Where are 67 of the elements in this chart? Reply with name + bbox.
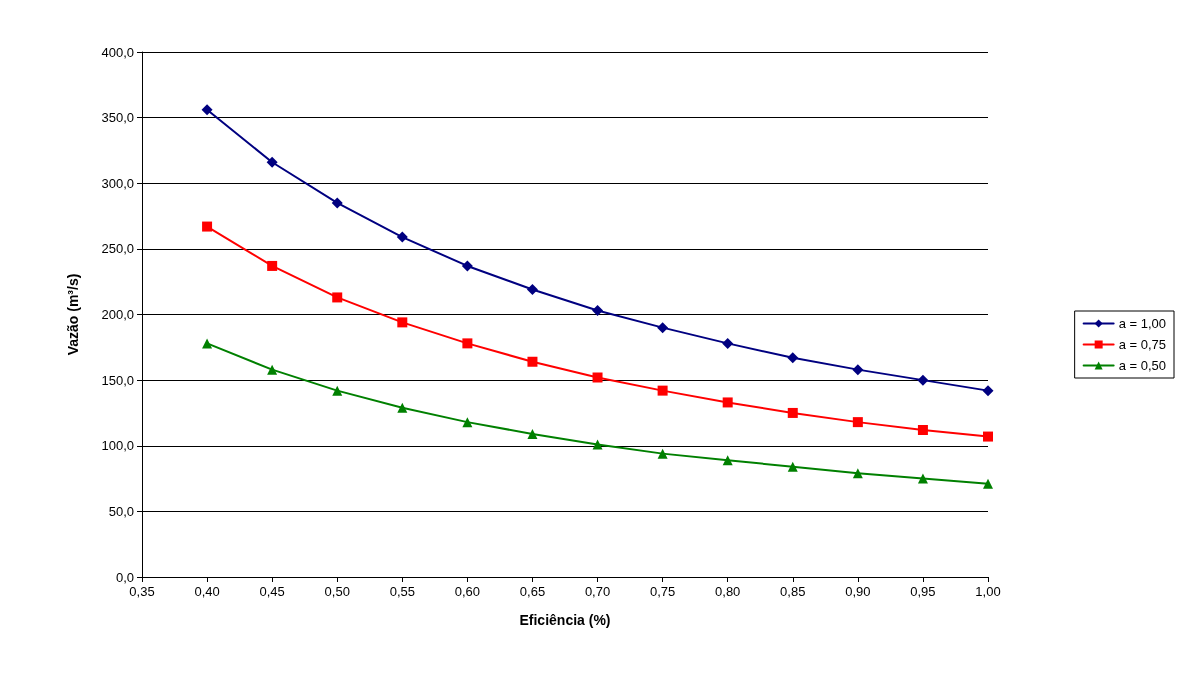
- legend-label: a = 0,75: [1118, 337, 1167, 352]
- point: [852, 364, 864, 376]
- point: [332, 292, 343, 303]
- point: [462, 338, 473, 349]
- y-tick-label: 0,0: [115, 569, 134, 585]
- point: [267, 364, 278, 375]
- legend-label: a = 0,50: [1118, 358, 1167, 373]
- x-tick-label: 0,55: [389, 584, 415, 599]
- x-tick-label: 0,85: [780, 584, 806, 599]
- point: [917, 374, 929, 386]
- point: [722, 337, 734, 349]
- x-tick-label: 1,00: [975, 584, 1001, 599]
- point: [202, 338, 213, 349]
- point: [722, 397, 733, 408]
- point: [526, 284, 538, 296]
- y-tick-label: 300,0: [101, 175, 134, 191]
- point: [331, 197, 343, 209]
- point: [527, 428, 538, 439]
- point: [983, 478, 993, 489]
- point: [266, 156, 278, 168]
- point: [787, 352, 799, 364]
- point: [592, 305, 604, 317]
- point: [917, 473, 928, 484]
- x-tick-label: 0,70: [584, 584, 611, 599]
- x-tick-label: 0,50: [324, 584, 350, 599]
- y-axis-title: Vazão (m³/s): [65, 273, 81, 356]
- point: [462, 417, 473, 428]
- point: [461, 260, 473, 272]
- point: [657, 385, 668, 396]
- point: [917, 425, 928, 435]
- point: [657, 448, 668, 459]
- point: [657, 322, 669, 334]
- y-tick-label: 200,0: [101, 307, 134, 322]
- point: [722, 455, 733, 466]
- point: [332, 385, 343, 396]
- y-tick-label: 250,0: [101, 241, 134, 257]
- point: [202, 221, 213, 232]
- point: [787, 461, 798, 472]
- x-tick-label: 0,60: [454, 584, 481, 599]
- y-tick-label: 50,0: [108, 503, 134, 519]
- point: [201, 104, 213, 116]
- point: [982, 385, 994, 397]
- point: [267, 260, 278, 271]
- point: [592, 372, 603, 383]
- y-tick-label: 350,0: [101, 110, 134, 126]
- point: [852, 417, 863, 428]
- point: [397, 402, 408, 413]
- y-tick-label: 400,0: [101, 44, 134, 60]
- point: [787, 407, 798, 418]
- point: [527, 356, 538, 367]
- x-tick-label: 0,90: [845, 584, 871, 599]
- point: [397, 317, 408, 328]
- point: [396, 231, 408, 243]
- x-tick-label: 0,80: [715, 584, 741, 599]
- point: [592, 439, 603, 450]
- x-axis-title: Eficiência (%): [519, 612, 611, 628]
- y-tick-label: 100,0: [101, 438, 134, 454]
- point: [852, 468, 863, 479]
- y-tick-label: 150,0: [101, 372, 134, 388]
- x-tick-label: 0,45: [259, 584, 285, 599]
- x-tick-label: 0,75: [649, 584, 676, 599]
- x-tick-label: 0,95: [910, 584, 936, 599]
- x-tick-label: 0,65: [519, 584, 546, 599]
- legend-label: a = 1,00: [1118, 316, 1167, 331]
- x-tick-label: 0,35: [129, 584, 155, 599]
- point: [983, 431, 993, 442]
- x-tick-label: 0,40: [194, 584, 220, 599]
